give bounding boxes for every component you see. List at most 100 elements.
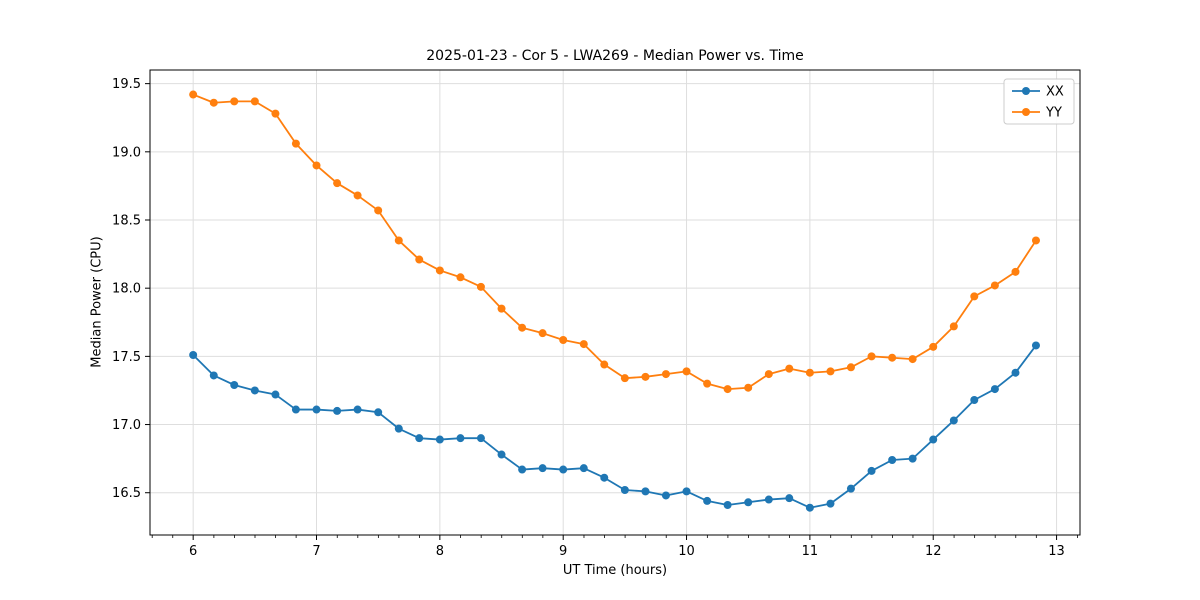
data-point-XX — [353, 405, 362, 414]
data-point-XX — [538, 464, 547, 473]
data-point-XX — [764, 495, 773, 504]
data-point-XX — [1011, 368, 1020, 377]
data-point-XX — [805, 503, 814, 512]
data-point-YY — [230, 97, 239, 106]
plot-border — [149, 69, 1081, 536]
data-point-YY — [497, 304, 506, 313]
data-point-XX — [661, 491, 670, 500]
data-point-XX — [333, 406, 342, 415]
legend-label: YY — [1045, 106, 1062, 121]
data-point-XX — [230, 381, 239, 389]
x-tick-label: 8 — [436, 544, 444, 559]
data-point-XX — [394, 424, 403, 433]
data-point-YY — [929, 342, 938, 351]
data-point-YY — [908, 355, 917, 364]
data-point-YY — [579, 340, 588, 349]
data-point-XX — [579, 464, 588, 473]
data-point-YY — [456, 273, 465, 282]
data-point-YY — [518, 323, 527, 332]
data-point-YY — [415, 255, 424, 264]
data-point-XX — [744, 498, 753, 507]
data-point-YY — [846, 363, 855, 372]
data-point-XX — [1031, 341, 1040, 350]
data-point-XX — [682, 487, 691, 496]
y-tick-label: 19.5 — [112, 77, 141, 92]
data-point-XX — [970, 396, 979, 404]
y-tick-label: 19.0 — [112, 145, 141, 160]
data-point-YY — [476, 282, 485, 291]
data-point-XX — [867, 466, 876, 475]
legend-marker — [1022, 108, 1030, 116]
data-point-XX — [559, 465, 568, 474]
data-point-YY — [374, 206, 383, 215]
data-point-YY — [641, 372, 650, 381]
data-point-YY — [1011, 267, 1020, 276]
data-point-XX — [641, 487, 650, 496]
data-point-YY — [682, 367, 691, 376]
data-point-XX — [826, 499, 835, 508]
data-point-XX — [600, 473, 609, 482]
data-point-YY — [353, 191, 362, 200]
data-point-YY — [333, 179, 342, 188]
data-point-XX — [846, 484, 855, 493]
data-point-YY — [888, 353, 897, 362]
data-point-YY — [189, 90, 198, 99]
data-point-YY — [764, 370, 773, 379]
chart-title: 2025-01-23 - Cor 5 - LWA269 - Median Pow… — [426, 48, 804, 64]
data-point-YY — [990, 281, 999, 290]
data-point-XX — [620, 486, 629, 494]
data-point-YY — [970, 292, 979, 301]
data-point-XX — [949, 416, 958, 425]
data-point-XX — [723, 501, 732, 509]
data-point-YY — [538, 329, 547, 338]
data-point-XX — [456, 434, 465, 443]
x-tick-label: 13 — [1048, 544, 1065, 559]
data-point-YY — [271, 109, 280, 118]
data-point-XX — [312, 405, 321, 414]
data-point-YY — [600, 360, 609, 369]
x-tick-label: 11 — [802, 544, 819, 559]
x-tick-label: 12 — [925, 544, 942, 559]
data-point-YY — [1031, 236, 1040, 245]
data-point-XX — [929, 435, 938, 444]
data-point-YY — [250, 97, 259, 106]
y-tick-label: 16.5 — [112, 486, 141, 501]
data-point-YY — [826, 367, 835, 376]
data-point-YY — [312, 161, 321, 170]
data-point-YY — [949, 322, 958, 331]
data-point-XX — [990, 385, 999, 394]
data-point-XX — [415, 434, 424, 443]
data-point-XX — [435, 435, 444, 444]
data-point-YY — [703, 379, 712, 388]
data-point-XX — [908, 454, 917, 463]
data-point-XX — [189, 351, 198, 359]
data-point-XX — [888, 456, 897, 464]
data-point-YY — [661, 370, 670, 379]
data-point-XX — [703, 496, 712, 505]
data-point-YY — [785, 364, 794, 373]
data-point-YY — [723, 385, 732, 394]
y-tick-label: 17.0 — [112, 418, 141, 433]
data-point-YY — [805, 368, 814, 377]
data-point-XX — [291, 405, 300, 414]
x-tick-label: 7 — [312, 544, 320, 559]
data-point-YY — [435, 266, 444, 275]
series-line-XX — [192, 344, 1037, 509]
legend-marker — [1022, 87, 1030, 95]
data-point-XX — [374, 408, 383, 417]
y-axis-label: Median Power (CPU) — [89, 236, 105, 368]
data-point-XX — [250, 386, 259, 395]
data-point-XX — [518, 465, 527, 474]
x-axis-label: UT Time (hours) — [562, 563, 668, 578]
x-tick-label: 6 — [189, 544, 197, 559]
data-point-XX — [497, 450, 506, 459]
legend-label: XX — [1046, 85, 1064, 100]
data-point-YY — [394, 236, 403, 245]
y-tick-label: 18.5 — [112, 214, 141, 229]
data-point-YY — [559, 336, 568, 344]
data-point-YY — [867, 352, 876, 361]
y-tick-label: 18.0 — [112, 282, 141, 297]
series-line-YY — [192, 93, 1037, 390]
